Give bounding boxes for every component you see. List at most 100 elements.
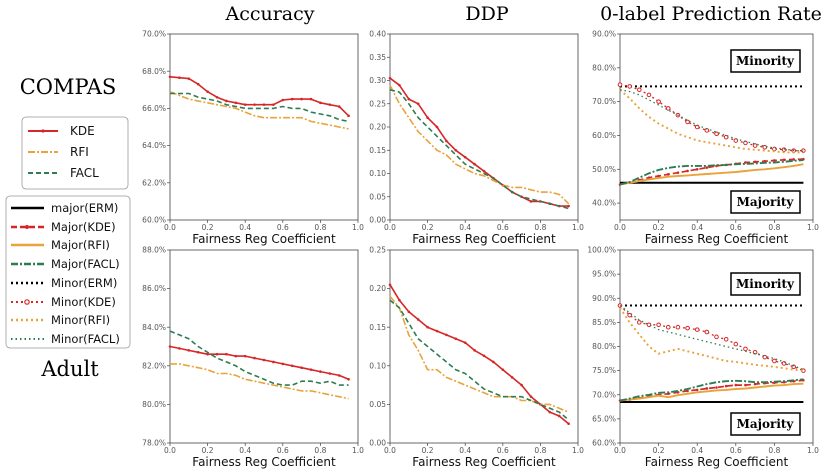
point-minor-kde [627, 312, 632, 318]
point-kde [281, 98, 285, 102]
y-tick-label: 50.0% [592, 165, 616, 174]
point-major-kde [753, 160, 757, 164]
x-tick-label: 0.4 [691, 446, 703, 455]
y-tick-label: 0.40 [369, 30, 386, 39]
chart-compas-accuracy: 60.0% 62.0% 64.0% 66.0% 68.0% 70.0% 0.0 0.2 0.4 0… [142, 30, 364, 246]
x-axis-label: Fairness Reg Coefficient [645, 455, 789, 469]
point-kde [454, 148, 458, 152]
x-axis-label: Fairness Reg Coefficient [192, 455, 336, 469]
series-facl [169, 330, 349, 386]
plot-area [389, 249, 579, 444]
point-kde [215, 352, 219, 356]
y-tick-label: 62.0% [142, 178, 166, 187]
point-kde [225, 352, 228, 356]
y-tick-label: 0.10 [369, 169, 386, 178]
row-label-compas: COMPAS [20, 75, 117, 99]
point-kde [482, 354, 486, 358]
point-minor-kde [656, 322, 661, 328]
x-axis-label: Fairness Reg Coefficient [412, 232, 556, 246]
tag-minority-compas-box [730, 49, 801, 73]
point-kde [319, 370, 322, 373]
point-kde [225, 99, 228, 103]
point-kde [272, 103, 275, 106]
legend-major-kde-label: Major(KDE) [51, 220, 116, 234]
x-tick-label: 0.4 [459, 223, 471, 232]
legend-groups-frame [5, 195, 131, 349]
tag-majority-adult-box [730, 412, 801, 436]
legend-major-kde-marker [25, 225, 29, 229]
y-tick-label: 0.30 [369, 76, 386, 85]
series-facl [389, 299, 570, 421]
point-kde [557, 414, 561, 418]
x-tick-label: 1.0 [352, 446, 364, 455]
point-kde [473, 349, 476, 352]
point-kde [234, 101, 238, 105]
point-kde [388, 283, 392, 287]
point-kde [196, 82, 200, 86]
y-tick-label: 0.15 [369, 323, 386, 332]
x-tick-label: 0.4 [691, 223, 703, 232]
point-kde [407, 97, 411, 101]
point-kde [445, 139, 448, 143]
point-kde [520, 383, 523, 387]
point-kde [482, 169, 486, 173]
row-label-adult: Adult [40, 357, 99, 381]
point-kde [309, 368, 313, 371]
x-tick-label: 0.0 [384, 223, 396, 232]
point-kde [309, 97, 313, 101]
y-tick-label: 0.25 [369, 99, 386, 108]
legend-kde-label: KDE [70, 124, 95, 138]
series-major-rfi [619, 163, 804, 186]
y-tick-label: 70.0% [142, 30, 166, 39]
y-tick-label: 0.00 [369, 216, 386, 225]
point-kde [290, 97, 294, 101]
point-minor-kde [714, 334, 719, 340]
point-minor-kde [704, 329, 710, 335]
point-kde [398, 298, 401, 302]
x-tick-label: 0.6 [730, 223, 742, 232]
y-tick-label: 90.0% [592, 30, 616, 39]
point-minor-kde [665, 324, 671, 330]
tag-majority-adult-label: Majority [737, 417, 795, 431]
point-kde [510, 376, 514, 379]
point-major-kde [773, 159, 776, 162]
point-major-kde [695, 167, 699, 171]
x-tick-label: 0.2 [422, 446, 434, 455]
point-kde [426, 116, 429, 119]
legend-rfi-label: RFI [70, 145, 89, 159]
point-kde [426, 325, 429, 329]
series-rfi [389, 295, 569, 413]
point-minor-kde [762, 144, 768, 150]
x-tick-label: 1.0 [572, 223, 584, 232]
point-kde [215, 95, 219, 99]
point-kde [243, 103, 247, 106]
y-tick-label: 60.0% [592, 439, 616, 448]
y-tick-label: 68.0% [142, 67, 166, 76]
point-kde [262, 103, 266, 106]
y-tick-label: 64.0% [142, 141, 166, 150]
point-kde [206, 90, 209, 93]
legend-methods-frame [21, 116, 129, 190]
point-kde [407, 310, 411, 314]
y-tick-label: 0.25 [369, 246, 386, 255]
legend-methods: KDE RFI FACL [21, 116, 129, 190]
y-tick-label: 65.0% [592, 414, 616, 423]
y-tick-label: 60.0% [142, 216, 166, 225]
point-major-kde [782, 158, 786, 162]
x-tick-label: 1.0 [807, 223, 819, 232]
legend-minor-kde-marker [24, 299, 30, 305]
point-kde [290, 364, 294, 368]
x-tick-label: 0.0 [614, 446, 626, 455]
point-kde [529, 395, 533, 398]
point-minor-kde [752, 143, 758, 148]
point-major-kde [705, 166, 709, 169]
y-tick-label: 75.0% [592, 366, 616, 375]
point-major-kde [657, 174, 660, 178]
x-tick-label: 0.2 [422, 223, 434, 232]
chart-compas-ddp: 0.00 0.05 0.10 0.15 0.20 0.25 0.30 0.35 0.40 0.0 0… [369, 30, 584, 246]
point-kde [492, 360, 495, 364]
point-minor-kde [733, 341, 739, 347]
legend-major-facl-label: Major(FACL) [51, 257, 120, 271]
plot-area [169, 249, 359, 444]
legend-facl-label: FACL [70, 166, 99, 180]
